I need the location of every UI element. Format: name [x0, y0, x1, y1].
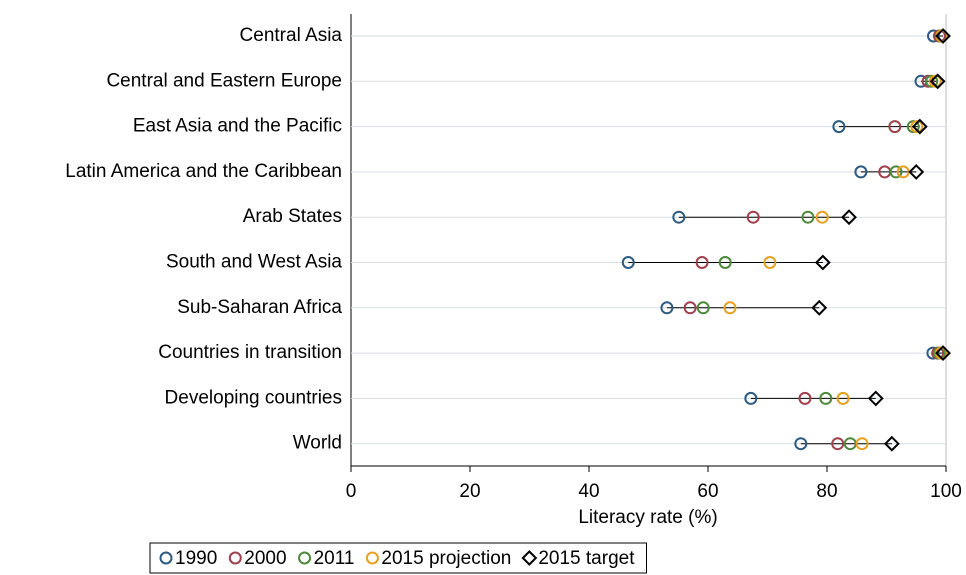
dot	[831, 437, 845, 451]
dot	[819, 391, 833, 405]
dot	[763, 256, 777, 269]
dot	[683, 301, 697, 315]
dot	[794, 437, 808, 451]
legend-marker	[521, 550, 538, 566]
y-tick-label: South and West Asia	[166, 252, 342, 273]
target-marker	[908, 163, 925, 180]
target-marker	[929, 73, 946, 90]
dot	[695, 256, 709, 269]
target-marker	[935, 345, 951, 362]
dot	[723, 301, 737, 315]
x-tick-label: 100	[930, 481, 962, 502]
dot	[910, 120, 924, 134]
y-tick-label: Countries in transition	[158, 342, 342, 363]
legend-marker	[365, 551, 379, 565]
x-tick-label: 20	[459, 481, 480, 502]
target-marker	[911, 118, 928, 135]
legend-label: 1990	[175, 548, 217, 569]
dot	[696, 301, 710, 315]
x-tick-label: 80	[816, 481, 837, 502]
y-tick-label: Central Asia	[240, 25, 343, 46]
dot	[660, 301, 674, 315]
dot	[855, 437, 869, 451]
y-tick-label: Sub-Saharan Africa	[177, 297, 342, 318]
dot	[921, 74, 935, 88]
dot	[888, 120, 902, 134]
legend: 1990 2000 2011 2015 projection 2015 target	[149, 542, 647, 574]
dot	[906, 120, 920, 134]
y-tick-label: Developing countries	[165, 387, 342, 408]
target-marker	[867, 390, 884, 407]
dot	[621, 256, 635, 269]
legend-label: 2000	[244, 548, 286, 569]
dot	[832, 120, 846, 134]
target-marker	[935, 28, 951, 44]
x-axis-label: Literacy rate (%)	[578, 507, 717, 528]
target-marker	[883, 435, 900, 452]
legend-marker	[298, 551, 312, 565]
dot	[672, 210, 686, 224]
y-tick-label: Arab States	[243, 206, 342, 227]
dot	[746, 210, 760, 224]
y-tick-label: Central and Eastern Europe	[106, 70, 342, 91]
dot	[815, 210, 829, 224]
legend-label: 2011	[314, 548, 355, 569]
dot	[926, 346, 940, 360]
dot	[836, 391, 850, 405]
legend-marker	[228, 551, 242, 565]
legend-label: 2015 target	[538, 548, 635, 569]
target-marker	[811, 299, 828, 316]
dot	[925, 74, 939, 88]
x-tick-label: 0	[346, 481, 357, 502]
dot	[718, 256, 732, 269]
dot	[801, 210, 815, 224]
target-marker	[841, 209, 857, 226]
y-tick-label: World	[293, 433, 342, 454]
dot	[889, 165, 903, 179]
x-tick-label: 40	[578, 481, 599, 502]
legend-marker	[159, 551, 173, 565]
legend-box	[149, 542, 647, 574]
dot	[744, 391, 758, 405]
y-tick-label: Latin America and the Caribbean	[65, 161, 342, 182]
dot	[854, 165, 868, 179]
dot	[927, 29, 941, 43]
dot	[798, 391, 812, 405]
target-marker	[814, 254, 831, 271]
y-tick-label: East Asia and the Pacific	[133, 116, 342, 137]
x-tick-label: 60	[697, 481, 718, 502]
legend-label: 2015 projection	[381, 548, 511, 569]
